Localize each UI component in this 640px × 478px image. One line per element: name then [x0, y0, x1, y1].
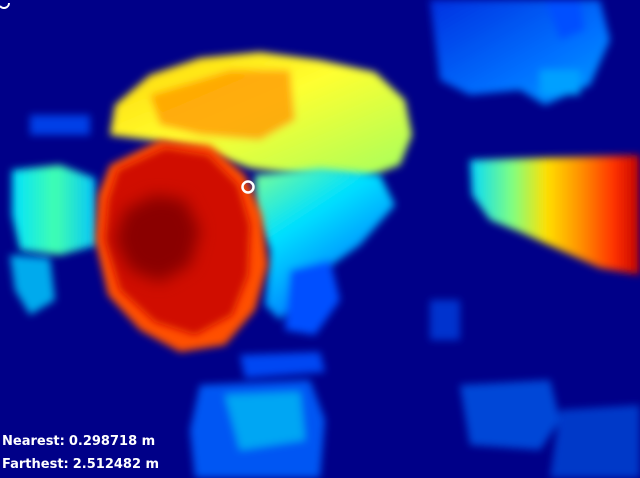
- depth-region-top-right: [430, 0, 610, 105]
- depth-region-left-wall: [10, 165, 98, 315]
- target-circle-icon: [241, 180, 255, 194]
- depth-region-floor: [190, 352, 640, 478]
- farthest-value: 2.512482 m: [72, 457, 160, 472]
- depth-region-head: [110, 52, 412, 180]
- depth-region-left-speckle: [30, 115, 460, 340]
- nearest-readout: Nearest: 0.298718 m: [2, 434, 155, 449]
- farthest-readout: Farthest: 2.512482 m: [2, 457, 159, 472]
- nearest-value: 0.298718 m: [68, 434, 156, 449]
- farthest-label: Farthest:: [2, 457, 69, 472]
- nearest-label: Nearest:: [2, 434, 65, 449]
- depth-region-right-wall: [470, 155, 640, 275]
- corner-marker-icon: [0, 2, 10, 9]
- depth-region-nearest-object: [95, 140, 268, 352]
- depth-region-body: [255, 168, 395, 335]
